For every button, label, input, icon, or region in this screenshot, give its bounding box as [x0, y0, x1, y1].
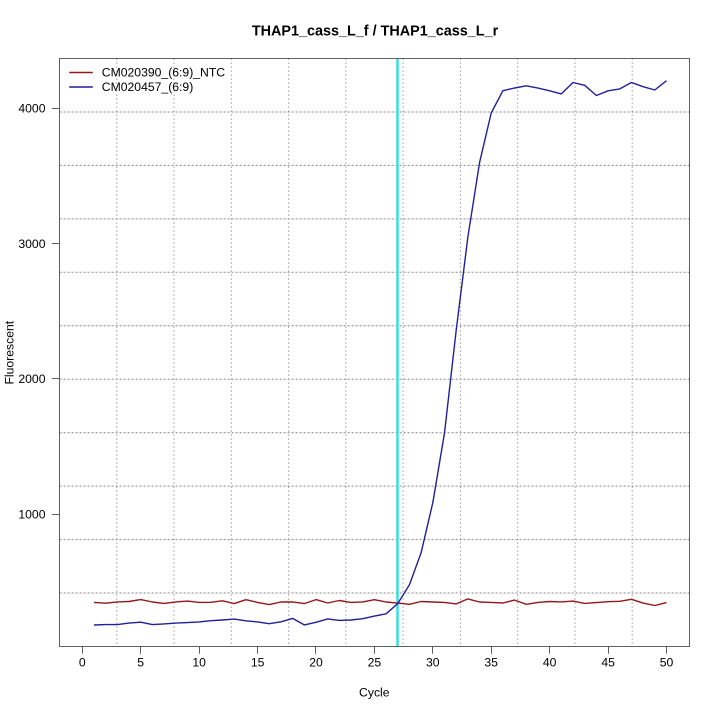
svg-text:4000: 4000	[18, 102, 45, 116]
svg-text:50: 50	[660, 656, 674, 670]
svg-text:0: 0	[79, 656, 86, 670]
svg-text:CM020390_(6:9)_NTC: CM020390_(6:9)_NTC	[102, 65, 225, 79]
svg-text:5: 5	[137, 656, 144, 670]
svg-text:35: 35	[484, 656, 498, 670]
svg-text:30: 30	[426, 656, 440, 670]
svg-text:Cycle: Cycle	[359, 685, 390, 699]
svg-text:2000: 2000	[18, 372, 45, 386]
svg-text:CM020457_(6:9): CM020457_(6:9)	[102, 80, 193, 94]
svg-text:40: 40	[543, 656, 557, 670]
svg-text:15: 15	[251, 656, 265, 670]
svg-text:1000: 1000	[18, 508, 45, 522]
svg-text:Fluorescent: Fluorescent	[3, 320, 17, 384]
svg-text:45: 45	[601, 656, 615, 670]
svg-text:THAP1_cass_L_f / THAP1_cass_L_: THAP1_cass_L_f / THAP1_cass_L_r	[252, 24, 499, 40]
svg-text:20: 20	[309, 656, 323, 670]
svg-text:25: 25	[368, 656, 382, 670]
svg-text:3000: 3000	[18, 237, 45, 251]
svg-text:10: 10	[192, 656, 206, 670]
